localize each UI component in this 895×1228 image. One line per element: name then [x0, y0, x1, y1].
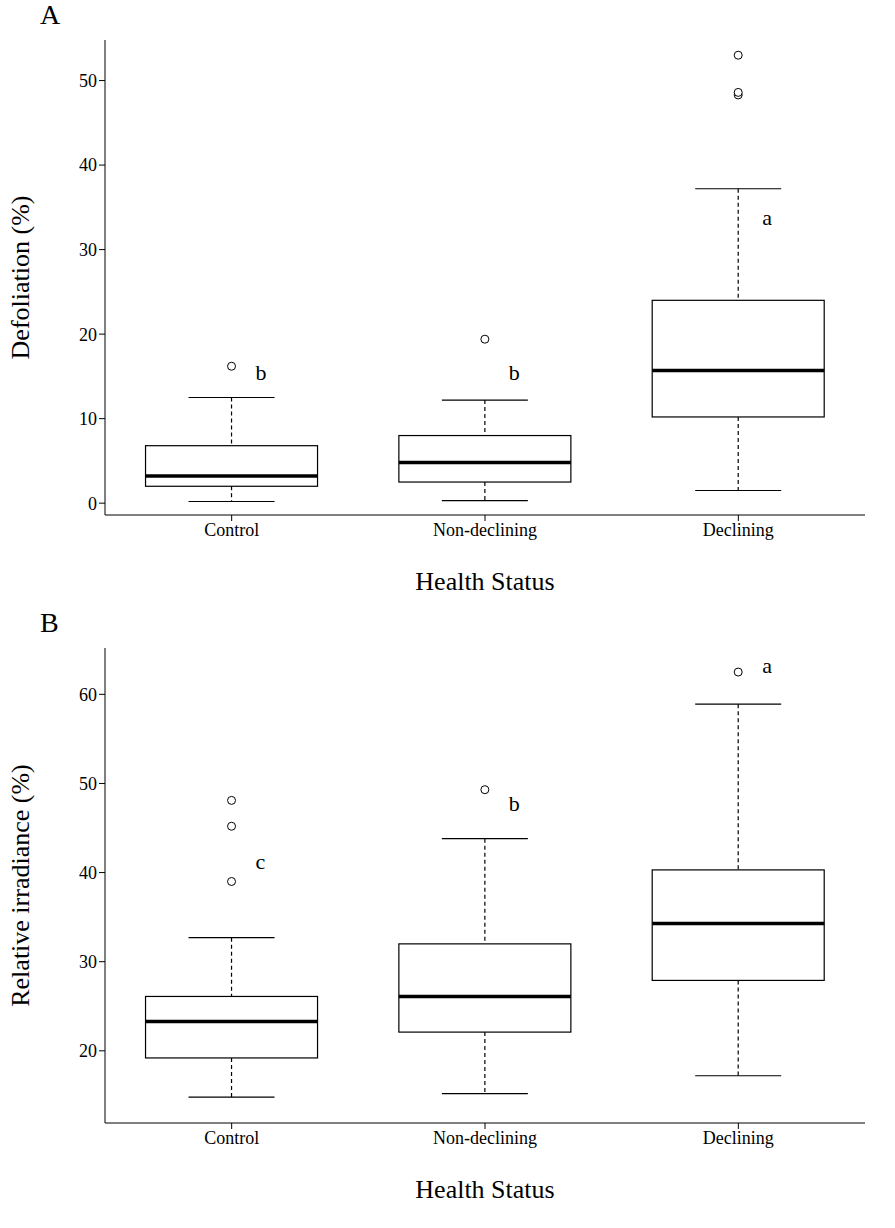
- svg-text:c: c: [256, 849, 266, 874]
- svg-text:Declining: Declining: [703, 1128, 774, 1148]
- svg-text:b: b: [256, 360, 267, 385]
- svg-text:Control: Control: [204, 1128, 259, 1148]
- svg-text:a: a: [762, 205, 772, 230]
- svg-text:b: b: [509, 360, 520, 385]
- svg-text:Non-declining: Non-declining: [433, 1128, 537, 1148]
- svg-text:b: b: [509, 791, 520, 816]
- svg-text:Health Status: Health Status: [415, 567, 554, 596]
- svg-text:20: 20: [79, 1041, 97, 1061]
- html-text:A: A: [40, 0, 61, 30]
- svg-text:50: 50: [79, 774, 97, 794]
- svg-text:Health Status: Health Status: [415, 1175, 554, 1204]
- html-text:B: B: [40, 607, 59, 638]
- svg-text:20: 20: [79, 325, 97, 345]
- svg-text:60: 60: [79, 685, 97, 705]
- svg-text:Relative irradiance (%): Relative irradiance (%): [6, 764, 35, 1007]
- svg-text:Non-declining: Non-declining: [433, 520, 537, 540]
- svg-text:a: a: [762, 653, 772, 678]
- svg-text:40: 40: [79, 863, 97, 883]
- svg-text:30: 30: [79, 240, 97, 260]
- svg-text:Control: Control: [204, 520, 259, 540]
- svg-text:0: 0: [88, 494, 97, 514]
- svg-text:40: 40: [79, 155, 97, 175]
- svg-text:50: 50: [79, 71, 97, 91]
- svg-text:30: 30: [79, 952, 97, 972]
- svg-text:Declining: Declining: [703, 520, 774, 540]
- svg-text:Defoliation (%): Defoliation (%): [6, 196, 35, 360]
- svg-text:10: 10: [79, 409, 97, 429]
